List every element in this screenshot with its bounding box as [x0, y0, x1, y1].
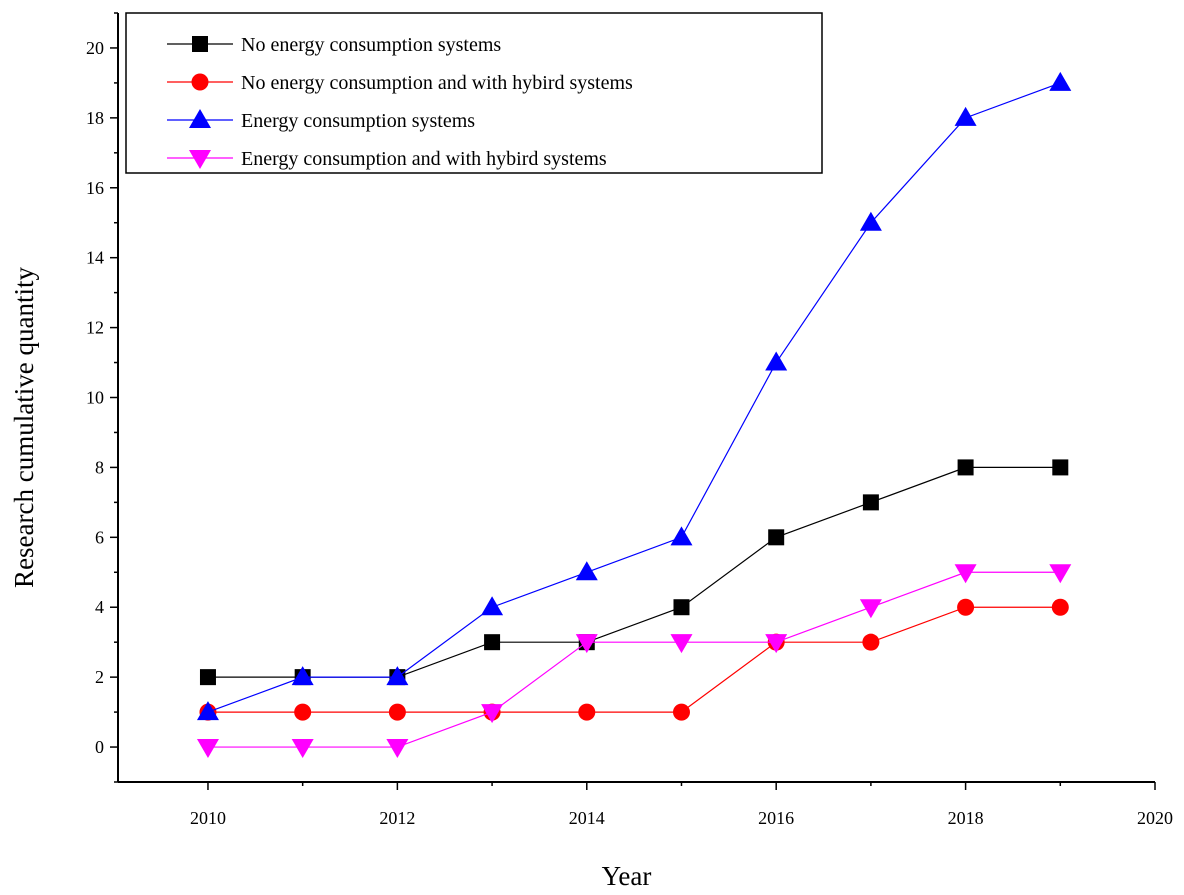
- x-axis-title: Year: [602, 861, 652, 891]
- data-point: [388, 703, 406, 721]
- y-tick-label: 10: [86, 388, 104, 408]
- data-point: [670, 526, 693, 546]
- y-axis-title: Research cumulative quantity: [9, 267, 39, 588]
- data-point: [481, 704, 504, 724]
- legend-box: [125, 12, 823, 174]
- series-2: [199, 598, 1069, 721]
- series-line: [207, 466, 1061, 678]
- x-tick-label: 2020: [1137, 808, 1173, 828]
- data-point: [386, 666, 409, 686]
- series-line: [207, 571, 1061, 748]
- y-tick-label: 0: [95, 737, 104, 757]
- legend-entry: No energy consumption and with hybird sy…: [241, 72, 633, 94]
- x-tick-label: 2018: [948, 808, 984, 828]
- data-point: [196, 739, 219, 759]
- series-line: [207, 606, 1061, 713]
- y-tick-label: 4: [95, 597, 104, 617]
- legend-marker: [189, 150, 211, 169]
- legend-marker: [189, 109, 211, 128]
- data-point: [859, 211, 882, 231]
- y-tick-label: 14: [86, 248, 104, 268]
- data-point: [862, 494, 879, 511]
- x-tick-label: 2012: [379, 808, 415, 828]
- x-tick-label: 2014: [569, 808, 605, 828]
- data-point: [673, 599, 690, 616]
- data-point: [575, 561, 598, 581]
- legend: No energy consumption systems No energy c…: [125, 12, 823, 174]
- y-tick-label: 6: [95, 527, 104, 547]
- data-point: [291, 739, 314, 759]
- data-point: [1049, 564, 1072, 584]
- data-point: [199, 669, 216, 686]
- y-tick-label: 16: [86, 178, 104, 198]
- data-point: [575, 634, 598, 654]
- y-tick-label: 18: [86, 108, 104, 128]
- legend-entry: No energy consumption systems: [241, 34, 501, 56]
- series-line: [207, 82, 1061, 713]
- data-point: [672, 703, 690, 721]
- series-layer: [196, 71, 1072, 759]
- data-point: [386, 739, 409, 759]
- data-point: [765, 634, 788, 654]
- legend-entry: Energy consumption and with hybird syste…: [241, 148, 607, 170]
- axes: 0 2 4 6 8 10 12 14 16 18 20 2010 2012 2014 2016 2018 202…: [86, 12, 1173, 828]
- data-point: [670, 634, 693, 654]
- data-point: [957, 459, 974, 476]
- data-point: [481, 596, 504, 616]
- data-point: [291, 666, 314, 686]
- y-tick-label: 20: [86, 38, 104, 58]
- data-point: [484, 634, 501, 651]
- data-point: [196, 701, 219, 721]
- data-point: [957, 598, 975, 616]
- series-3: [196, 71, 1072, 721]
- data-point: [765, 351, 788, 371]
- y-tick-label: 12: [86, 318, 104, 338]
- data-point: [1049, 71, 1072, 91]
- data-point: [578, 703, 596, 721]
- y-tick-label: 2: [95, 667, 104, 687]
- series-1: [199, 459, 1069, 686]
- data-point: [862, 633, 880, 651]
- data-point: [954, 106, 977, 126]
- data-point: [954, 564, 977, 584]
- series-4: [196, 564, 1072, 759]
- data-point: [1051, 598, 1069, 616]
- y-tick-label: 8: [95, 457, 104, 477]
- legend-marker: [191, 73, 209, 91]
- legend-entry: Energy consumption systems: [241, 110, 475, 132]
- data-point: [768, 529, 785, 546]
- x-tick-label: 2010: [190, 808, 226, 828]
- x-tick-label: 2016: [758, 808, 794, 828]
- legend-marker: [192, 36, 208, 52]
- data-point: [294, 703, 312, 721]
- data-point: [1052, 459, 1069, 476]
- data-point: [859, 599, 882, 619]
